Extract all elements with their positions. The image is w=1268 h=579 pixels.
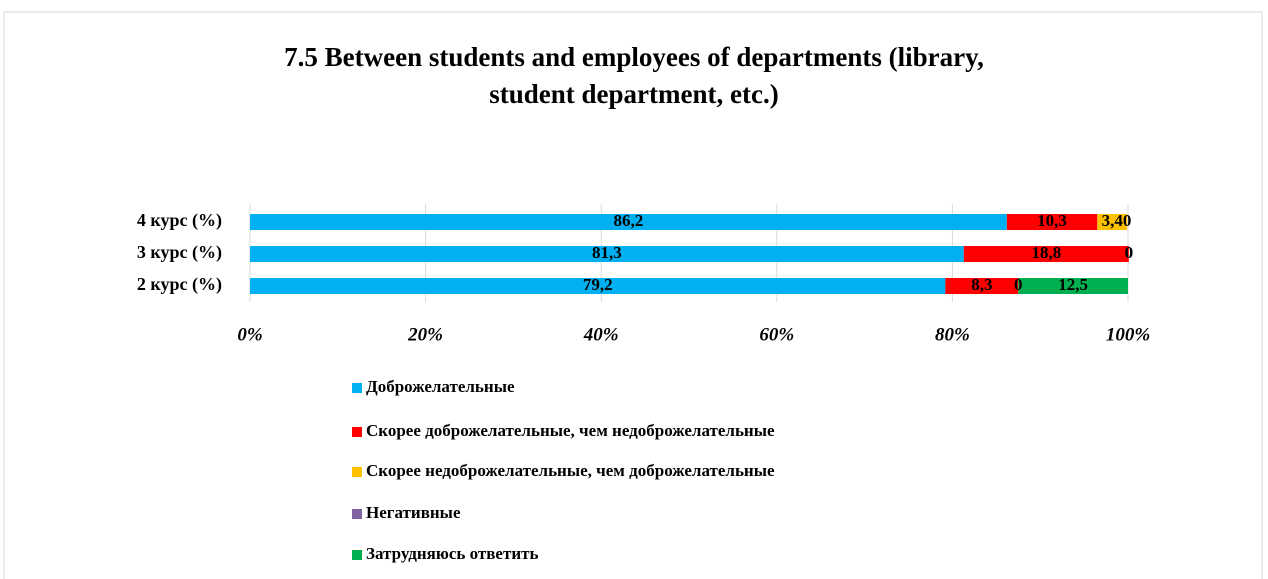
bar-segment [250, 214, 1007, 230]
bar-segment [1006, 214, 1098, 230]
legend-label: Доброжелательные [366, 377, 515, 396]
legend-swatch [352, 467, 362, 477]
bar-segment [945, 278, 1019, 294]
bar-segment [963, 246, 1129, 262]
data-label: 8,3 [971, 275, 992, 294]
data-label: 10,3 [1037, 211, 1067, 230]
legend-label: Скорее недоброжелательные, чем доброжела… [366, 461, 775, 480]
y-tick-label: 4 курс (%) [137, 210, 222, 231]
data-label: 79,2 [583, 275, 613, 294]
legend-swatch [352, 509, 362, 519]
bar-segment [1097, 214, 1128, 230]
bar-segment [1018, 278, 1128, 294]
legend-label: Затрудняюсь ответить [366, 544, 538, 563]
data-label: 12,5 [1058, 275, 1088, 294]
x-tick-label: 80% [935, 324, 970, 345]
y-tick-label: 2 курс (%) [137, 274, 222, 295]
chart-frame [3, 11, 1263, 579]
legend-label: Скорее доброжелательные, чем недоброжела… [366, 421, 775, 440]
bar-segment [250, 246, 964, 262]
legend-swatch [352, 383, 362, 393]
legend-swatch [352, 550, 362, 560]
x-tick-label: 100% [1106, 324, 1150, 345]
x-tick-label: 60% [759, 324, 794, 345]
legend-swatch [352, 427, 362, 437]
x-tick-label: 20% [407, 324, 443, 345]
x-tick-label: 0% [237, 324, 262, 345]
bar-segment [250, 278, 946, 294]
data-label: 3,4 [1102, 211, 1124, 230]
data-label: 18,8 [1031, 243, 1061, 262]
data-label: 0 [1125, 243, 1134, 262]
y-tick-label: 3 курс (%) [137, 242, 222, 263]
data-label: 0 [1014, 275, 1023, 294]
data-label: 86,2 [614, 211, 644, 230]
data-label: 81,3 [592, 243, 622, 262]
x-tick-label: 40% [583, 324, 619, 345]
chart-title: 7.5 Between students and employees of de… [284, 42, 984, 109]
data-label: 0 [1125, 243, 1134, 262]
legend-label: Негативные [366, 503, 461, 522]
data-label: 0 [1123, 211, 1132, 230]
